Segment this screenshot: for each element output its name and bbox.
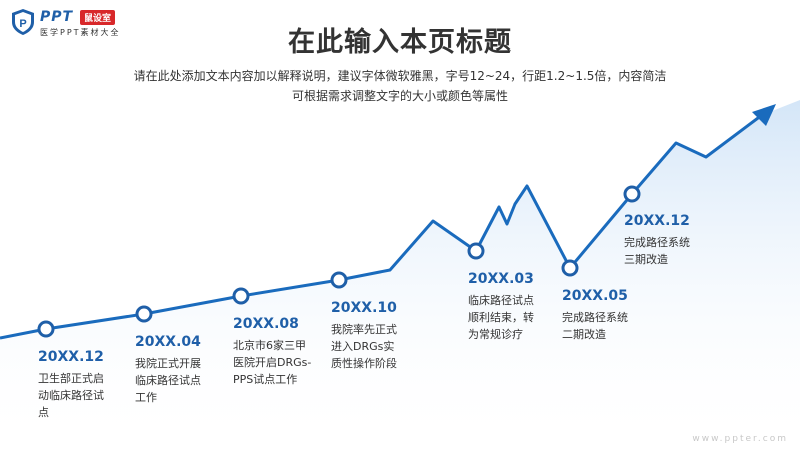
milestone-desc: 临床路径试点顺利结束，转为常规诊疗	[468, 294, 534, 341]
milestone-5: 20XX.03 临床路径试点顺利结束，转为常规诊疗	[468, 271, 536, 343]
milestone-desc: 我院率先正式进入DRGs实质性操作阶段	[331, 323, 397, 370]
milestone-desc: 完成路径系统二期改造	[562, 311, 628, 341]
milestone-desc: 卫生部正式启动临床路径试点	[38, 372, 104, 419]
svg-text:P: P	[19, 18, 26, 30]
milestone-2: 20XX.04 我院正式开展临床路径试点工作	[135, 334, 203, 406]
milestone-desc: 北京市6家三甲医院开启DRGs-PPS试点工作	[233, 339, 312, 386]
growth-line	[0, 113, 763, 340]
milestone-4: 20XX.10 我院率先正式进入DRGs实质性操作阶段	[331, 300, 403, 372]
milestone-desc: 完成路径系统三期改造	[624, 236, 690, 266]
milestone-3: 20XX.08 北京市6家三甲医院开启DRGs-PPS试点工作	[233, 316, 313, 388]
shield-logo-icon: P	[12, 9, 34, 35]
growth-area	[0, 100, 800, 450]
page-title: 在此输入本页标题	[288, 27, 512, 58]
milestone-date: 20XX.05	[562, 288, 628, 304]
subtitle-line-1: 请在此处添加文本内容加以解释说明，建议字体微软雅黑，字号12~24，行距1.2~…	[133, 69, 667, 83]
logo: P PPT 鼠设室 医学PPT素材大全	[10, 8, 140, 38]
milestone-date: 20XX.10	[331, 300, 397, 316]
arrow-head-icon	[752, 104, 776, 126]
milestone-desc: 我院正式开展临床路径试点工作	[135, 357, 201, 404]
logo-ppt-text: PPT	[40, 9, 74, 25]
subtitle-line-2: 可根据需求调整文字的大小或颜色等属性	[291, 89, 508, 103]
milestone-1: 20XX.12 卫生部正式启动临床路径试点	[38, 349, 106, 421]
milestone-marker-2	[135, 305, 153, 323]
milestone-marker-5	[467, 242, 485, 260]
milestone-marker-3	[232, 287, 250, 305]
milestone-7: 20XX.12 完成路径系统三期改造	[624, 213, 700, 268]
watermark: www.ppter.com	[692, 434, 788, 444]
milestone-marker-4	[330, 271, 348, 289]
milestone-date: 20XX.12	[38, 349, 104, 365]
milestone-marker-7	[623, 185, 641, 203]
milestone-date: 20XX.08	[233, 316, 299, 332]
milestone-date: 20XX.04	[135, 334, 201, 350]
logo-subtitle: 医学PPT素材大全	[40, 28, 121, 37]
milestone-marker-6	[561, 259, 579, 277]
milestone-6: 20XX.05 完成路径系统二期改造	[562, 288, 638, 343]
milestone-date: 20XX.12	[624, 213, 690, 229]
logo-badge: 鼠设室	[80, 10, 116, 25]
milestone-marker-1	[37, 320, 55, 338]
milestone-date: 20XX.03	[468, 271, 534, 287]
page-subtitle: 请在此处添加文本内容加以解释说明，建议字体微软雅黑，字号12~24，行距1.2~…	[0, 66, 800, 106]
milestone-markers	[37, 185, 641, 338]
